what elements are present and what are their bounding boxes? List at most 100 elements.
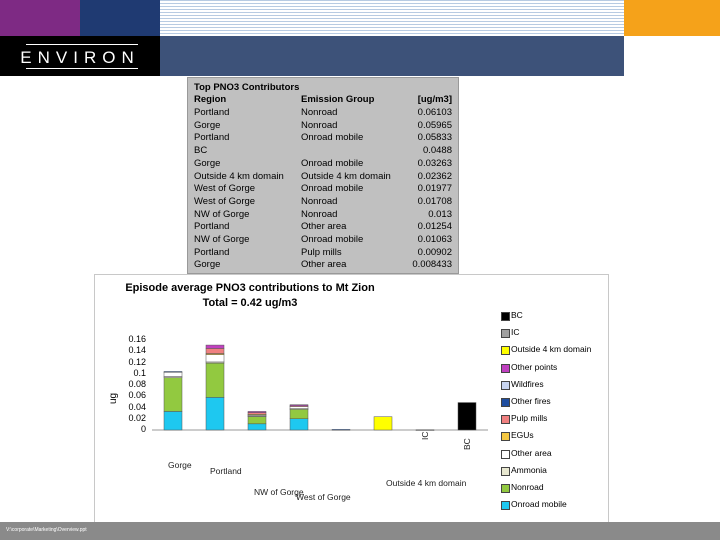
legend-label: Ammonia — [511, 464, 547, 475]
contributors-table: Top PNO3 Contributors Region Emission Gr… — [187, 77, 459, 274]
table-cell-region: West of Gorge — [194, 183, 256, 195]
legend-label: Outside 4 km domain — [511, 344, 592, 355]
table-row: Gorge Onroad mobile 0.03263 — [188, 158, 458, 171]
table-cell-region: Gorge — [194, 119, 221, 131]
table-row: Portland Other area 0.01254 — [188, 221, 458, 234]
legend-swatch — [501, 466, 510, 476]
chart-subtitle: Total = 0.42 ug/m3 — [202, 297, 298, 309]
bar-segment — [205, 397, 225, 431]
y-tick-label: 0.16 — [128, 334, 146, 344]
legend-label: Other area — [511, 447, 552, 458]
y-tick-label: 0.14 — [128, 345, 146, 356]
table-cell-region: Outside 4 km domain — [194, 170, 284, 182]
table-cell-group: Pulp mills — [301, 246, 342, 258]
table-cell-group: Nonroad — [301, 107, 338, 118]
table-cell-group: Nonroad — [301, 195, 338, 207]
table-header-group: Emission Group — [301, 94, 375, 105]
table-cell-region: Portland — [194, 132, 230, 144]
chart-title: Episode average PNO3 contributions to Mt… — [125, 282, 375, 294]
x-tick-label: Portland — [210, 466, 242, 476]
bar-segment — [205, 348, 225, 354]
table-cell-group: Nonroad — [301, 119, 338, 131]
table-cell-value: 0.05965 — [417, 119, 452, 131]
y-tick-label: 0.04 — [128, 401, 146, 412]
bar-segment — [457, 402, 477, 431]
table-row: BC 0.0488 — [188, 145, 458, 158]
table-cell-group: Onroad mobile — [301, 157, 364, 169]
table-cell-group: Nonroad — [301, 208, 338, 220]
header-orange-block — [624, 0, 720, 36]
y-tick-label: 0.06 — [128, 390, 146, 401]
bar-segment — [289, 404, 309, 407]
table-cell-region: Portland — [194, 221, 230, 233]
bar-segment — [163, 377, 183, 412]
table-row: Outside 4 km domain Outside 4 km domain 0.… — [188, 171, 458, 184]
table-row: NW of Gorge Onroad mobile 0.01063 — [188, 234, 458, 247]
y-tick-label: 0.08 — [128, 379, 146, 389]
bar-segment — [163, 411, 183, 431]
legend-swatch — [501, 449, 510, 459]
table-cell-value: 0.00902 — [417, 246, 452, 258]
legend-label: Nonroad — [511, 482, 544, 492]
legend-swatch — [501, 329, 510, 339]
y-tick-label: 0.12 — [128, 356, 146, 367]
footer-path: V:\corporate\Marketing\Overview.ppt — [6, 527, 87, 533]
table-cell-region: West of Gorge — [194, 195, 256, 207]
bar-segment — [205, 344, 225, 349]
table-row: West of Gorge Nonroad 0.01708 — [188, 196, 458, 209]
legend-swatch — [501, 398, 510, 407]
table-header-value: [ug/m3] — [417, 94, 452, 105]
table-cell-region: Portland — [194, 107, 230, 118]
bar-segment — [247, 416, 267, 425]
table-row: Portland Nonroad 0.06103 — [188, 107, 458, 120]
table-cell-value: 0.03263 — [417, 157, 452, 169]
table-row: West of Gorge Onroad mobile 0.01977 — [188, 183, 458, 196]
table-cell-group: Onroad mobile — [301, 234, 364, 245]
table-cell-value: 0.05833 — [417, 132, 452, 144]
bar-segment — [247, 423, 267, 431]
table-cell-region: NW of Gorge — [194, 208, 250, 220]
table-cell-value: 0.02362 — [417, 170, 452, 182]
y-tick-label: 0.02 — [128, 412, 146, 423]
table-cell-value: 0.01708 — [417, 195, 452, 207]
table-cell-region: NW of Gorge — [194, 234, 250, 245]
y-tick-label: 0.1 — [133, 367, 146, 378]
legend-label: IC — [511, 327, 520, 338]
header-stripes — [160, 0, 624, 36]
table-cell-value: 0.01977 — [417, 183, 452, 195]
bar-segment — [289, 408, 309, 419]
legend-swatch — [501, 432, 510, 442]
legend-swatch — [501, 484, 510, 493]
table-row: Gorge Nonroad 0.05965 — [188, 120, 458, 133]
header-grid-block — [80, 0, 160, 36]
bar-segment — [247, 411, 267, 413]
legend-label: Other points — [511, 361, 558, 372]
table-cell-region: Portland — [194, 246, 230, 258]
legend-label: EGUs — [511, 430, 534, 441]
table-cell-value: 0.01254 — [417, 221, 452, 233]
legend-swatch — [501, 312, 510, 321]
x-tick-label: NW of Gorge — [254, 487, 304, 497]
table-cell-value: 0.0488 — [422, 145, 452, 157]
table-cell-value: 0.008433 — [412, 259, 452, 271]
footer-bar — [0, 522, 720, 540]
bar-segment — [289, 418, 309, 431]
legend-label: Onroad mobile — [511, 499, 567, 510]
table-cell-value: 0.06103 — [417, 107, 452, 118]
logo-line-top — [26, 44, 138, 45]
legend-swatch — [501, 380, 510, 390]
x-tick-label: West of Gorge — [296, 492, 351, 502]
legend-label: Pulp mills — [511, 413, 548, 424]
legend-label: Wildfires — [511, 378, 544, 389]
table-cell-region: Gorge — [194, 157, 221, 169]
logo — [0, 36, 160, 76]
table-cell-value: 0.013 — [428, 208, 452, 220]
y-tick-label: 0 — [140, 424, 146, 434]
logo-text: ENVIRON — [20, 48, 140, 67]
table-cell-region: BC — [194, 145, 208, 157]
table-row: Portland Pulp mills 0.00902 — [188, 247, 458, 260]
legend-label: BC — [511, 310, 523, 320]
legend-swatch — [501, 501, 510, 511]
bar-segment — [331, 429, 351, 431]
